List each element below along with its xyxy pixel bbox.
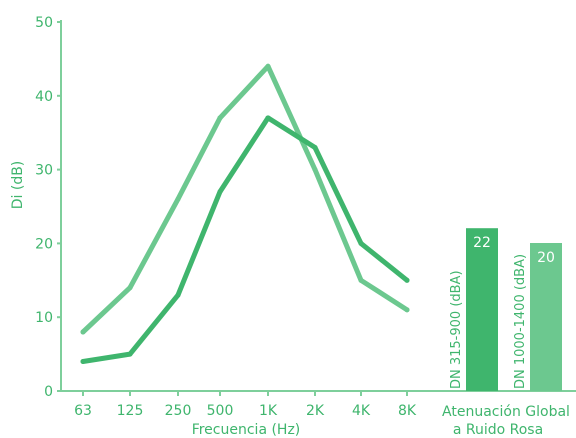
bar-value-label: 20 (537, 250, 555, 266)
y-axis-title: Di (dB) (10, 161, 26, 210)
series-2-point (265, 115, 271, 121)
x-tick-label: 8K (398, 403, 417, 419)
series-1-point (217, 115, 223, 121)
series-1-point (80, 329, 86, 335)
series-1-point (175, 196, 181, 202)
bars-caption-line-2: a Ruido Rosa (453, 422, 543, 438)
series-2-point (127, 351, 133, 357)
series-2-point (404, 277, 410, 283)
bar-value-label: 22 (473, 235, 491, 251)
series-1-point (312, 167, 318, 173)
series-2-point (175, 292, 181, 298)
bars-caption-line-1: Atenuación Global (442, 404, 570, 420)
series-group (80, 63, 410, 364)
series-1-point (265, 63, 271, 69)
series-2-point (217, 189, 223, 195)
y-tick-label: 20 (35, 236, 53, 252)
series-2-point (80, 358, 86, 364)
bars-group: 22 DN 315-900 (dBA) 20 DN 1000-1400 (dBA) (449, 228, 562, 391)
bar-2 (530, 243, 562, 391)
x-tick-label: 125 (117, 403, 144, 419)
x-tick-label: 500 (207, 403, 234, 419)
series-1-point (127, 285, 133, 291)
series-line-2 (80, 115, 410, 364)
bar-1 (466, 228, 498, 391)
series-1-point (404, 307, 410, 313)
x-axis-title: Frecuencia (Hz) (192, 422, 301, 438)
bar-category-label: DN 315-900 (dBA) (449, 270, 464, 389)
x-tick-label: 4K (352, 403, 371, 419)
x-tick-label: 2K (306, 403, 325, 419)
y-tick-label: 30 (35, 163, 53, 179)
x-tick-label: 63 (74, 403, 92, 419)
x-tick-label: 1K (259, 403, 278, 419)
y-axis: 0 10 20 30 40 50 Di (dB) (10, 15, 62, 400)
x-tick-label: 250 (165, 403, 192, 419)
x-axis: 63 125 250 500 1K 2K 4K 8K Frecuencia (Hz) (61, 390, 576, 438)
series-line-1 (80, 63, 410, 335)
y-tick-label: 50 (35, 15, 53, 31)
series-2-point (358, 240, 364, 246)
y-tick-label: 0 (44, 384, 53, 400)
bar-category-label: DN 1000-1400 (dBA) (513, 254, 528, 389)
series-1-point (358, 277, 364, 283)
y-tick-label: 10 (35, 310, 53, 326)
series-2-point (312, 144, 318, 150)
y-tick-label: 40 (35, 89, 53, 105)
